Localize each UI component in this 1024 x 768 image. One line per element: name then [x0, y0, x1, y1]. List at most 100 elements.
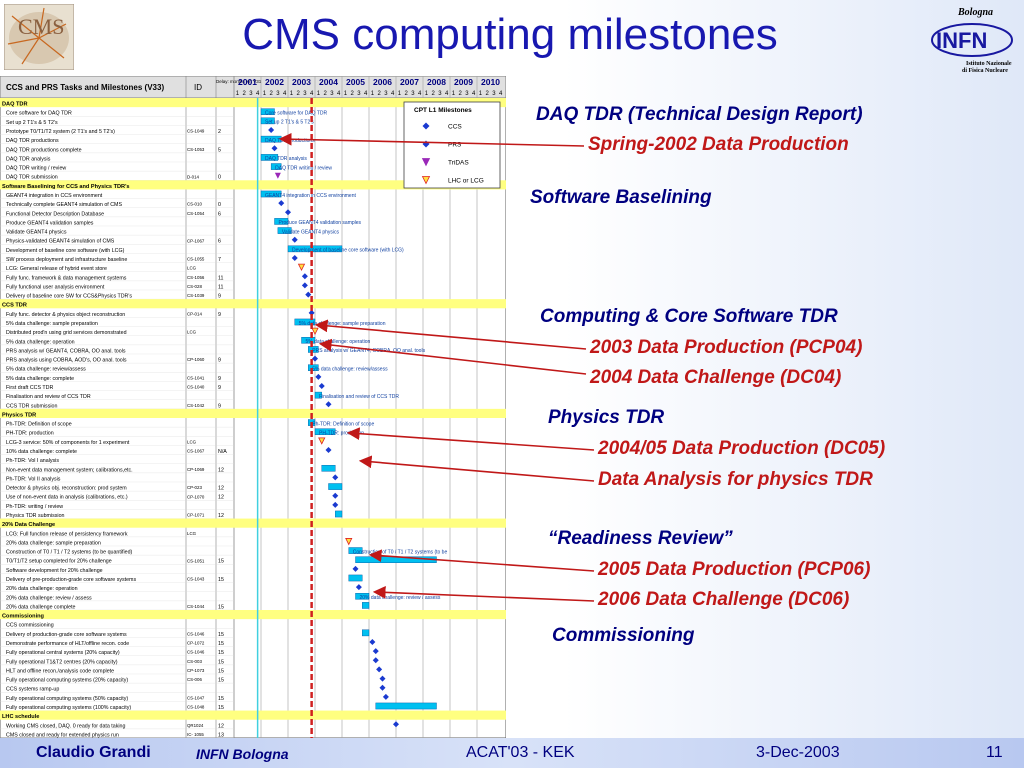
gantt-task-bar [277, 227, 292, 234]
gantt-task-delay: 15 [218, 641, 224, 647]
gantt-quarter-label: 4 [418, 91, 422, 97]
gantt-task-name: 5% data challenge: complete [6, 376, 74, 382]
annotation-computing-tdr: Computing & Core Software TDR [540, 306, 838, 327]
gantt-bar-label: DAQ TDR analysis [265, 156, 307, 162]
gantt-quarter-label: 4 [310, 91, 314, 97]
gantt-task-bar [328, 483, 343, 490]
gantt-task-bar [348, 574, 363, 582]
gantt-task-name: CCS commissioning [6, 623, 54, 629]
annotation-dc04: 2004 Data Challenge (DC04) [590, 367, 842, 388]
gantt-task-delay: 15 [218, 604, 224, 610]
gantt-year-label: 2001 [238, 77, 257, 87]
gantt-quarter-label: 4 [472, 91, 476, 97]
gantt-task-name: Finalisation and review of CCS TDR [6, 394, 91, 400]
gantt-year-label: 2007 [400, 77, 419, 87]
infn-logo-sub2: di Fisica Nucleare [962, 68, 1008, 74]
gantt-task-id: CP-023 [187, 485, 202, 490]
gantt-quarter-label: 3 [357, 91, 361, 97]
gantt-task-id: CS-003 [187, 659, 202, 664]
gantt-task-id: CS-1056 [187, 275, 205, 280]
gantt-task-bar [314, 391, 322, 399]
gantt-section-label: Software Baselining for CCS and Physics … [2, 184, 130, 190]
gantt-quarter-label: 3 [384, 91, 388, 97]
gantt-legend-marker [422, 122, 430, 130]
gantt-task-name: LCG: Full function release of persistenc… [6, 531, 128, 537]
gantt-quarter-label: 2 [404, 91, 408, 97]
gantt-task-id: LCG [187, 330, 197, 335]
gantt-milestone-diamond [332, 492, 339, 499]
annotation-dc06: 2006 Data Challenge (DC06) [598, 589, 850, 610]
gantt-task-name: 20% data challenge: review / assess [6, 595, 92, 601]
gantt-bar-label: Validate GEANT4 physics [282, 229, 340, 235]
gantt-task-id: CP-1069 [187, 467, 205, 472]
infn-logo-sub1: Istituto Nazionale [966, 61, 1012, 67]
gantt-bar-label: Construction of T0 / T1 / T2 systems (to… [353, 549, 448, 555]
gantt-year-label: 2010 [481, 77, 500, 87]
gantt-quarter-label: 2 [350, 91, 354, 97]
gantt-task-name: PRS analysis using COBRA, AOD's, OO anal… [6, 358, 127, 364]
gantt-section-row [0, 299, 506, 309]
gantt-quarter-label: 1 [236, 91, 240, 97]
gantt-milestone-diamond [372, 657, 379, 664]
gantt-task-delay: 15 [218, 559, 224, 565]
gantt-bar-label: PH-TDR: production [319, 430, 364, 436]
gantt-quarter-label: 3 [438, 91, 442, 97]
gantt-milestone-diamond [355, 584, 362, 591]
gantt-quarter-label: 4 [256, 91, 260, 97]
gantt-section-row [0, 180, 506, 190]
gantt-task-name: Ph-TDR: Definition of scope [6, 422, 72, 428]
gantt-task-name: Fully func. framework & data management … [6, 275, 127, 281]
gantt-task-id: CS-1049 [187, 129, 205, 134]
gantt-task-name: Fully operational computing systems (50%… [6, 696, 128, 702]
gantt-bar-label: 5% data challenge: operation [306, 339, 371, 345]
gantt-task-id: CS-010 [187, 202, 202, 207]
gantt-task-bar [335, 510, 343, 518]
gantt-task-id: CS-028 [187, 284, 202, 289]
gantt-task-bar [362, 602, 370, 609]
gantt-task-delay: 13 [218, 732, 224, 738]
gantt-task-id: CP-1060 [187, 357, 205, 362]
gantt-task-delay: 0 [218, 202, 221, 208]
gantt-task-id: CS-1041 [187, 375, 205, 380]
gantt-milestone-diamond [312, 355, 318, 362]
gantt-task-name: Produce GEANT4 validation samples [6, 220, 94, 226]
gantt-task-delay: 15 [218, 696, 224, 702]
gantt-section-row [0, 518, 506, 528]
gantt-legend-label: LHC or LCG [448, 178, 484, 185]
gantt-milestone-lhc [345, 538, 353, 546]
gantt-task-name: Fully operational computing systems (20%… [6, 678, 128, 684]
gantt-task-name: Ph-TDR: Vol I analysis [6, 458, 59, 464]
gantt-task-delay: 15 [218, 632, 224, 638]
gantt-task-bar [348, 547, 363, 554]
gantt-task-name: Detector & physics obj. reconstruction: … [6, 486, 127, 492]
gantt-task-name: T0/T1/T2 setup completed for 20% challen… [6, 559, 112, 565]
gantt-task-name: LCG: General release of hybrid event sto… [6, 266, 107, 272]
gantt-task-name: Fully operational computing systems (100… [6, 705, 131, 711]
gantt-task-delay: 12 [218, 495, 224, 501]
gantt-task-id: CS-1054 [187, 211, 205, 216]
annotation-physics-analysis: Data Analysis for physics TDR [598, 469, 873, 490]
gantt-task-name: First draft CCS TDR [6, 385, 53, 391]
gantt-task-name: HLT and offline recon./analysis code com… [6, 668, 114, 674]
gantt-header-id: ID [194, 83, 202, 92]
gantt-section-row [0, 710, 506, 720]
infn-logo-name: INFN [936, 28, 987, 53]
gantt-task-delay: 9 [218, 385, 221, 391]
gantt-task-name: Physics TDR submission [6, 513, 65, 519]
gantt-milestone-diamond [393, 721, 399, 728]
gantt-task-id: QR1024 [187, 723, 204, 728]
gantt-task-id: CS-1046 [187, 650, 205, 655]
gantt-quarter-label: 2 [458, 91, 462, 97]
gantt-task-name: CCS TDR submission [6, 403, 57, 409]
gantt-milestone-diamond [285, 209, 291, 216]
gantt-task-name: Validate GEANT4 physics [6, 230, 67, 236]
gantt-quarter-label: 3 [330, 91, 334, 97]
gantt-task-delay: 5 [218, 147, 221, 153]
gantt-quarter-label: 4 [391, 91, 395, 97]
annotation-commissioning: Commissioning [552, 625, 695, 646]
gantt-task-delay: 15 [218, 577, 224, 583]
slide-footer: Claudio Grandi INFN Bologna ACAT'03 - KE… [0, 738, 1024, 768]
gantt-bar-label: Ph-TDR: Definition of scope [312, 421, 374, 427]
gantt-task-delay: N/A [218, 449, 227, 455]
gantt-section-label: 20% Data Challenge [2, 522, 55, 528]
